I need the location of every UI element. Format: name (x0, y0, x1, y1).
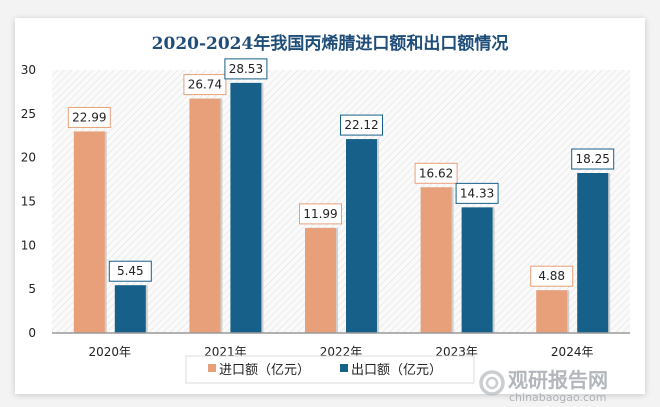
bar-import (189, 98, 221, 333)
legend: 进口额（亿元） 出口额（亿元） (185, 355, 475, 384)
bar-export (346, 139, 377, 333)
data-label-box (414, 162, 458, 184)
data-label-box (108, 260, 152, 282)
y-tick-label: 5 (28, 282, 36, 296)
bar-import (536, 290, 568, 333)
y-tick-label: 10 (21, 238, 36, 252)
data-label: 28.53 (229, 62, 263, 76)
bar-import (305, 227, 336, 333)
bars: 22.99 5.45 26.74 28.53 11.99 22.12 16.62 14.33 4… (67, 58, 615, 334)
legend-box (185, 355, 475, 384)
data-label: 16.62 (419, 166, 453, 180)
x-tick-label: 2024年 (551, 345, 594, 359)
chart-title: 2020-2024年我国丙烯腈进口额和出口额情况 (152, 33, 509, 54)
data-label-box (67, 106, 111, 128)
bar-export (230, 82, 262, 334)
bar-import (73, 131, 105, 333)
bar-export (461, 207, 493, 333)
legend-swatch (208, 364, 216, 372)
data-label: 22.12 (344, 118, 378, 132)
y-axis: 0 5 10 15 20 25 30 (21, 63, 36, 340)
data-label-box (455, 182, 499, 204)
data-label-box (299, 203, 342, 225)
plot-area (52, 70, 630, 333)
y-tick-label: 25 (21, 107, 36, 121)
data-label: 18.25 (576, 152, 610, 166)
bar-import (420, 187, 452, 333)
y-tick-label: 15 (21, 195, 36, 209)
legend-label: 进口额（亿元） (219, 363, 310, 378)
data-label: 4.88 (538, 269, 565, 283)
watermark-logo-icon (479, 370, 505, 396)
data-label-box (571, 148, 615, 170)
y-tick-label: 20 (21, 151, 36, 165)
data-label-box (530, 265, 574, 287)
bar-export (577, 173, 609, 333)
y-tick-label: 0 (28, 326, 36, 340)
data-label: 14.33 (460, 186, 494, 200)
data-label: 5.45 (117, 264, 144, 278)
data-label-box (340, 114, 383, 136)
data-label-box (183, 74, 227, 96)
data-label: 22.99 (72, 110, 106, 124)
bar-export (114, 285, 146, 333)
watermark-name: 观研报告网 (508, 368, 608, 392)
data-label: 26.74 (188, 78, 222, 92)
x-tick-label: 2020年 (89, 345, 132, 359)
y-tick-label: 30 (21, 63, 36, 77)
watermark-url: chinabaogao.com (509, 391, 607, 404)
legend-label: 出口额（亿元） (351, 363, 442, 378)
watermark: 观研报告网 chinabaogao.com (479, 368, 608, 404)
legend-swatch (340, 364, 348, 372)
data-label-box (224, 58, 268, 80)
data-label: 11.99 (303, 207, 337, 221)
